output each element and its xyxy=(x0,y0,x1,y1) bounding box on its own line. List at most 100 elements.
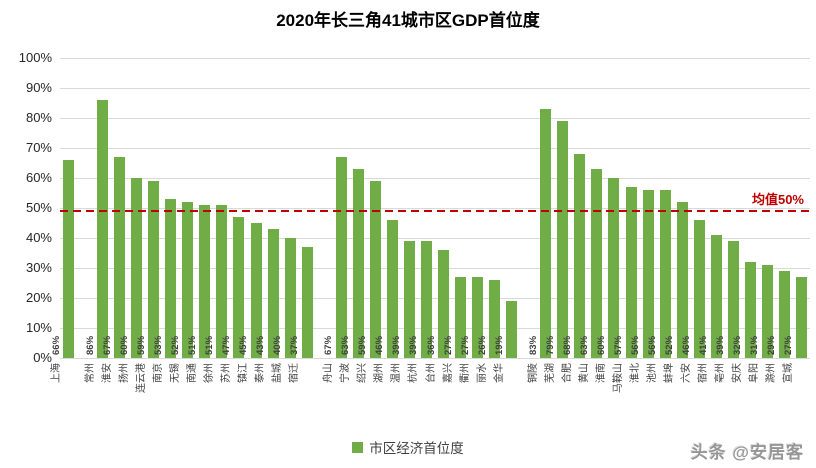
x-axis-city-label: 丽水 xyxy=(476,363,488,383)
bar-value-label: 29% xyxy=(766,335,778,355)
x-axis-city-label: 镇江 xyxy=(238,363,250,383)
chart-title: 2020年长三角41城市区GDP首位度 xyxy=(276,11,540,30)
bar xyxy=(114,157,126,358)
bar-value-label: 56% xyxy=(647,335,659,355)
bar-value-label: 19% xyxy=(493,335,505,355)
bar-value-label: 53% xyxy=(152,335,164,355)
x-axis-city-label: 淮南 xyxy=(595,363,607,383)
x-axis-city-label: 嘉兴 xyxy=(442,363,454,383)
bar-value-label: 51% xyxy=(186,335,198,355)
bar-value-label: 67% xyxy=(101,335,113,355)
bar xyxy=(352,169,364,358)
plot-area: 66% 86% 67% 60% 59% 53% 52% 51% 51% 47% 45% 43% 40% 3… xyxy=(51,58,810,359)
bar xyxy=(131,178,143,358)
y-tick-label: 70% xyxy=(25,140,52,155)
bar xyxy=(591,169,603,358)
gridline xyxy=(60,58,810,59)
bar-value-label: 63% xyxy=(340,335,352,355)
bar xyxy=(710,235,722,358)
x-axis-city-label: 六安 xyxy=(681,363,693,383)
y-tick-label: 0% xyxy=(33,350,52,365)
bar-value-label: 51% xyxy=(203,335,215,355)
bar xyxy=(489,280,501,358)
x-axis-city-label: 舟山 xyxy=(323,363,335,383)
bar-value-label: 43% xyxy=(255,335,267,355)
x-axis-city-label: 淮安 xyxy=(101,363,113,383)
x-axis-city-label: 阜阳 xyxy=(749,363,761,383)
bar-value-label: 52% xyxy=(664,335,676,355)
x-axis-city-label: 杭州 xyxy=(408,363,420,383)
bar xyxy=(438,250,450,358)
x-axis-city-label: 合肥 xyxy=(561,363,573,383)
bar-value-label: 47% xyxy=(220,335,232,355)
x-axis-city-label: 马鞍山 xyxy=(613,363,625,393)
y-tick-label: 90% xyxy=(25,80,52,95)
x-axis-city-label: 宿州 xyxy=(698,363,710,383)
bar-value-label: 59% xyxy=(357,335,369,355)
y-tick-label: 50% xyxy=(25,200,52,215)
bar xyxy=(455,277,467,358)
x-axis-city-label: 蚌埠 xyxy=(664,363,676,383)
bar-value-label: 39% xyxy=(408,335,420,355)
x-axis-city-label: 宿迁 xyxy=(289,363,301,383)
bar xyxy=(165,199,177,358)
bar-value-label: 46% xyxy=(681,335,693,355)
bar xyxy=(403,241,415,358)
bar xyxy=(216,205,228,358)
x-axis-city-label: 宁波 xyxy=(340,363,352,383)
bar-value-label: 79% xyxy=(544,335,556,355)
y-tick-label: 40% xyxy=(25,230,52,245)
gridline xyxy=(60,268,810,269)
gridline xyxy=(60,178,810,179)
bar-value-label: 40% xyxy=(272,335,284,355)
mean-line xyxy=(60,209,810,212)
bar xyxy=(642,190,654,358)
x-axis-city-label: 南京 xyxy=(152,363,164,383)
x-axis-city-label: 亳州 xyxy=(715,363,727,383)
bar-value-label: 31% xyxy=(749,335,761,355)
x-axis-city-label: 泰州 xyxy=(255,363,267,383)
bar xyxy=(301,247,313,358)
bar xyxy=(693,220,705,358)
x-axis-city-label: 池州 xyxy=(647,363,659,383)
y-tick-label: 10% xyxy=(25,320,52,335)
bar xyxy=(267,229,279,358)
x-axis-city-label: 温州 xyxy=(391,363,403,383)
x-axis-city-label: 徐州 xyxy=(203,363,215,383)
bar-value-label: 39% xyxy=(715,335,727,355)
bar-value-label: 57% xyxy=(613,335,625,355)
x-axis-city-label: 安庆 xyxy=(732,363,744,383)
bar-value-label: 26% xyxy=(476,335,488,355)
bar xyxy=(233,217,245,358)
bar-value-label: 36% xyxy=(425,335,437,355)
bar-value-label: 67% xyxy=(323,335,335,355)
watermark: 头条 @安居客 xyxy=(690,443,804,462)
gridline xyxy=(60,118,810,119)
bar xyxy=(148,181,160,358)
x-axis-city-label: 滁州 xyxy=(766,363,778,383)
legend-label: 市区经济首位度 xyxy=(369,441,464,456)
bar xyxy=(744,262,756,358)
bar-value-label: 41% xyxy=(698,335,710,355)
bar-value-label: 32% xyxy=(732,335,744,355)
bar xyxy=(778,271,790,358)
bar xyxy=(472,277,484,358)
bar xyxy=(182,202,194,358)
bar-value-label: 56% xyxy=(630,335,642,355)
legend: 市区经济首位度 xyxy=(0,437,816,457)
x-axis-city-label: 连云港 xyxy=(135,363,147,393)
x-axis-city-label: 扬州 xyxy=(118,363,130,383)
x-axis-city-label: 金华 xyxy=(493,363,505,383)
bar xyxy=(335,157,347,358)
x-axis-city-label: 南通 xyxy=(186,363,198,383)
x-axis-city-label: 淮北 xyxy=(630,363,642,383)
bar xyxy=(284,238,296,358)
bar xyxy=(795,277,807,358)
bar xyxy=(727,241,739,358)
bar xyxy=(761,265,773,358)
bar-value-label: 37% xyxy=(289,335,301,355)
bar-value-label: 60% xyxy=(595,335,607,355)
gridline xyxy=(60,328,810,329)
bar xyxy=(386,220,398,358)
